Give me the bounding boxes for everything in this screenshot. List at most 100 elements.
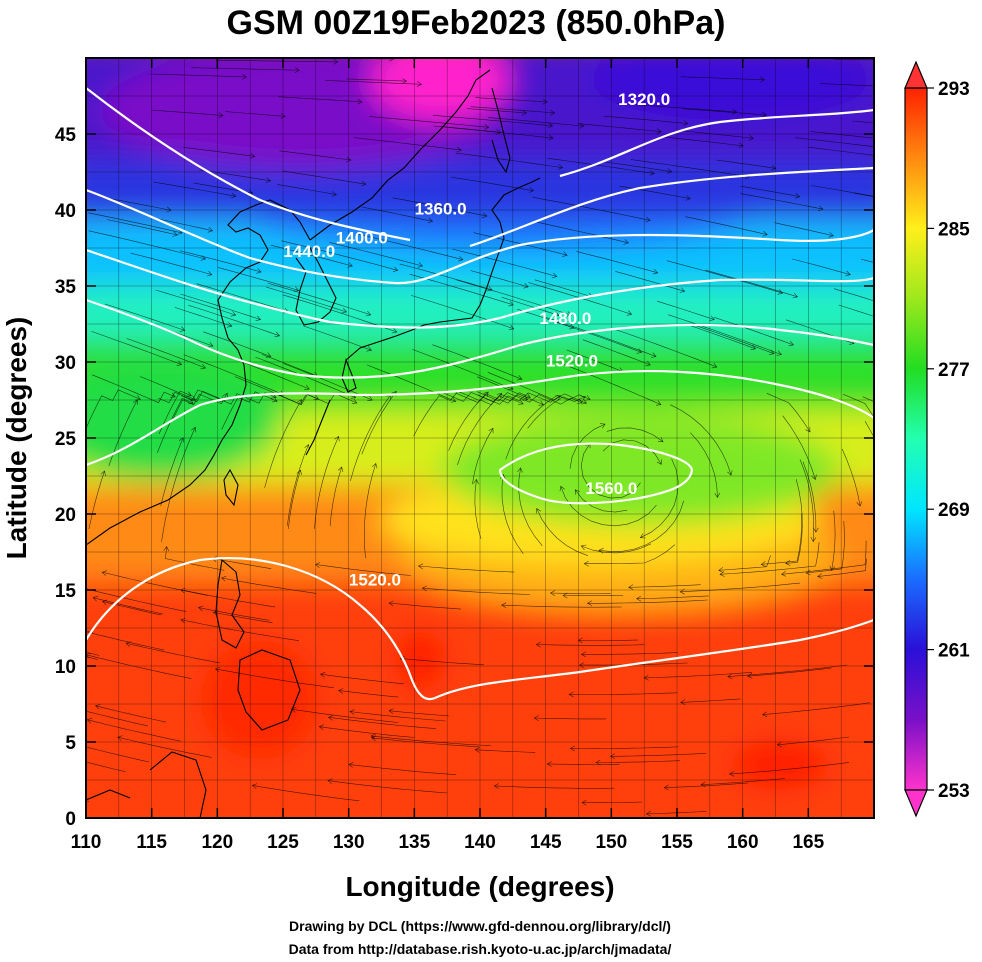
streamline: [283, 363, 373, 401]
streamline: [399, 263, 493, 291]
streamline: [281, 240, 398, 271]
streamline-arrow: [521, 109, 527, 116]
x-tick-label: 115: [136, 832, 167, 853]
contour-1520-south: [86, 557, 874, 701]
contour-label: 1560.0: [585, 479, 637, 498]
streamline-arrow: [55, 702, 60, 707]
streamline: [727, 664, 848, 677]
streamline-arrow: [581, 799, 587, 806]
streamline: [288, 470, 301, 529]
streamline: [441, 391, 502, 403]
contour-1320: [559, 108, 874, 178]
streamline: [777, 736, 849, 746]
streamline-arrow: [878, 195, 883, 200]
streamline: [86, 800, 89, 802]
streamline-arrow: [456, 146, 462, 153]
streamline: [466, 108, 527, 114]
streamline-arrow: [750, 344, 757, 351]
streamline-arrow: [535, 641, 541, 648]
streamline-arrow: [265, 352, 272, 358]
streamline-arrow: [417, 262, 424, 268]
streamline-arrow: [177, 229, 183, 235]
streamline-arrow: [370, 733, 376, 740]
streamline-arrow: [856, 501, 863, 507]
streamline-arrow: [230, 192, 237, 199]
streamline: [580, 443, 641, 499]
streamline: [740, 193, 823, 210]
streamline: [718, 555, 771, 571]
streamline-arrow: [280, 113, 286, 119]
streamline: [795, 137, 874, 147]
streamline-arrow: [101, 570, 108, 576]
streamline: [534, 717, 607, 720]
streamline-arrow: [296, 469, 302, 476]
streamline-arrow: [568, 691, 574, 698]
streamline: [550, 592, 611, 594]
streamline: [157, 390, 225, 404]
streamline-arrow: [760, 561, 766, 567]
contour-label: 1520.0: [349, 570, 401, 589]
streamline: [287, 444, 309, 526]
streamline: [303, 325, 372, 351]
streamline-arrow: [508, 300, 514, 307]
x-axis-title: Longitude (degrees): [345, 871, 614, 902]
streamline: [179, 250, 262, 273]
streamline-arrow: [666, 168, 673, 174]
x-tick-label: 125: [267, 832, 299, 853]
contour-label: 1320.0: [618, 90, 670, 109]
streamline-arrow: [501, 602, 507, 609]
streamline-arrow: [341, 308, 348, 314]
streamline: [255, 356, 356, 398]
coastline-japan: [345, 177, 541, 361]
streamline-arrow: [732, 108, 738, 115]
streamline-arrow: [304, 444, 310, 450]
streamline: [88, 230, 206, 260]
streamline: [569, 423, 606, 469]
contour-1480: [86, 298, 874, 379]
streamline: [279, 150, 351, 161]
streamline-arrow: [579, 122, 585, 129]
streamline: [853, 192, 874, 197]
streamline: [198, 607, 270, 621]
y-tick-label: 30: [55, 353, 76, 374]
streamline-arrow: [902, 58, 906, 63]
streamline-arrow: [274, 331, 281, 338]
streamline-arrow: [483, 391, 489, 397]
streamline-arrow: [293, 286, 300, 292]
streamline-arrow: [294, 67, 300, 73]
colorbar-label: 261: [938, 641, 970, 662]
streamline: [761, 513, 802, 565]
streamline-arrow: [718, 567, 724, 573]
streamline-arrow: [628, 584, 634, 590]
streamline-arrow: [163, 546, 170, 552]
streamline: [139, 376, 196, 400]
streamline-arrow: [599, 423, 606, 429]
streamline: [536, 508, 589, 556]
temperature-field: [86, 58, 874, 818]
colorbar: 253 261 269 277 285 293: [904, 60, 970, 818]
streamline: [488, 117, 584, 127]
streamline: [606, 427, 664, 443]
y-tick-label: 10: [55, 657, 76, 678]
streamline: [659, 136, 744, 147]
streamline-arrow: [636, 348, 643, 354]
streamline-arrow: [794, 193, 801, 199]
streamline: [682, 108, 767, 116]
streamline: [782, 415, 816, 480]
streamline: [569, 692, 678, 695]
streamline: [411, 295, 514, 330]
x-tick-label: 165: [792, 832, 824, 853]
streamline-arrow: [652, 268, 659, 275]
streamline: [501, 604, 622, 608]
streamline-arrow: [170, 392, 176, 398]
streamline: [547, 763, 620, 765]
streamline-arrow: [700, 781, 706, 788]
streamline-arrow: [586, 600, 592, 607]
streamline: [91, 331, 182, 365]
x-tick-label: 120: [201, 832, 233, 853]
streamline-arrow: [488, 427, 494, 434]
streamline: [104, 303, 185, 331]
streamline: [527, 396, 586, 429]
streamline-arrow: [805, 569, 811, 576]
streamline-arrow: [484, 124, 490, 130]
